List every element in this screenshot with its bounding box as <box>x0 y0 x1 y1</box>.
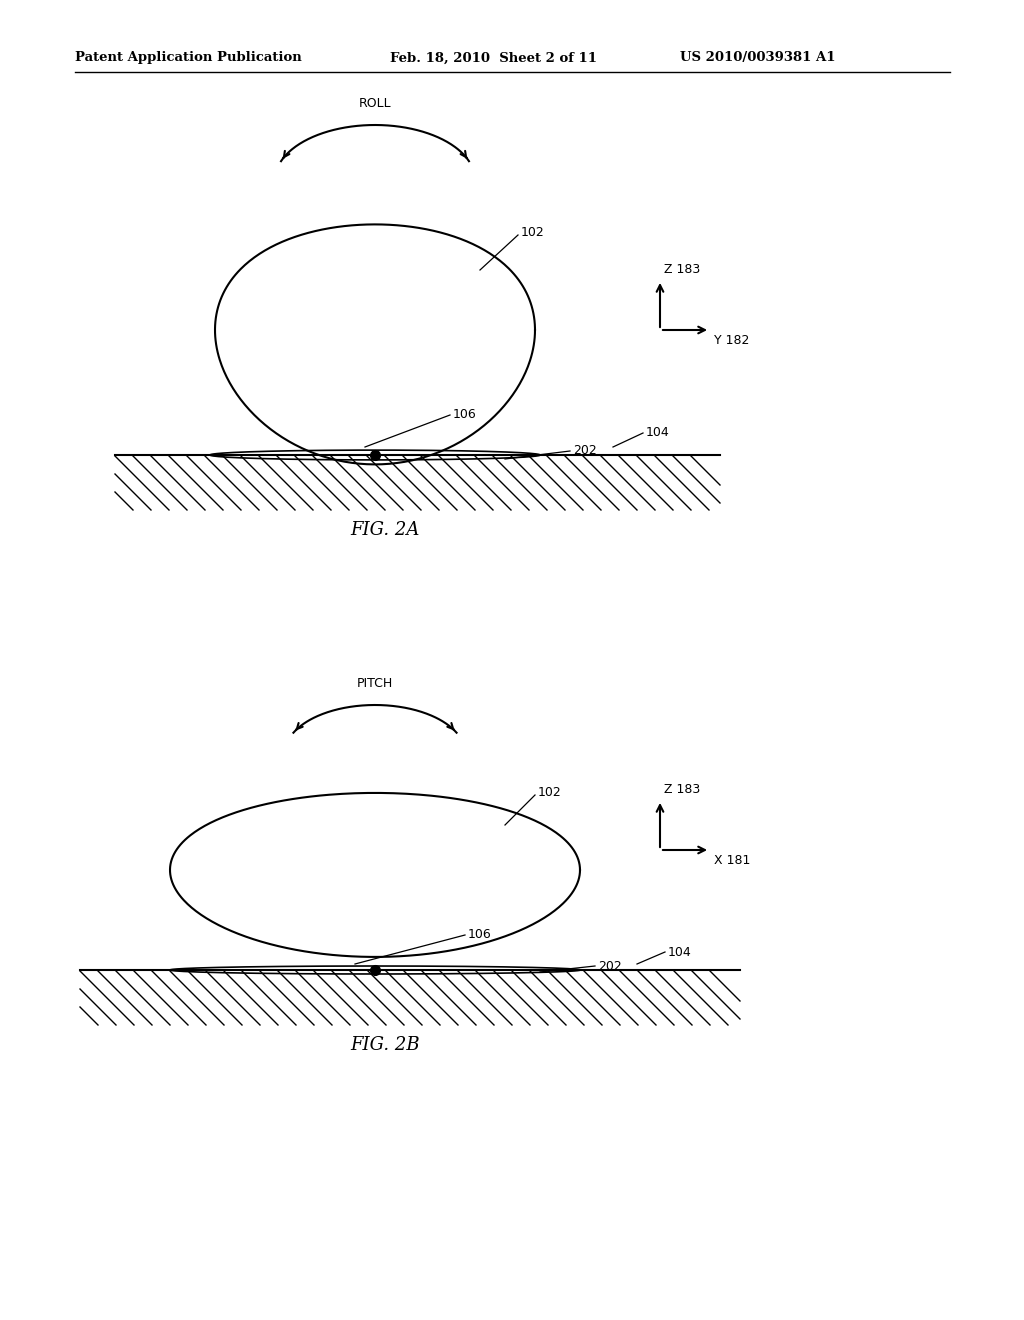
Text: 106: 106 <box>453 408 477 421</box>
Text: 106: 106 <box>468 928 492 941</box>
Text: FIG. 2B: FIG. 2B <box>350 1036 420 1053</box>
Text: US 2010/0039381 A1: US 2010/0039381 A1 <box>680 51 836 65</box>
Text: Z 183: Z 183 <box>664 783 700 796</box>
Text: PITCH: PITCH <box>357 677 393 690</box>
Text: X 181: X 181 <box>714 854 751 867</box>
Text: 202: 202 <box>598 960 622 973</box>
Text: Y 182: Y 182 <box>714 334 750 347</box>
Text: 104: 104 <box>668 945 692 958</box>
Text: 102: 102 <box>521 227 545 239</box>
Text: 102: 102 <box>538 787 562 800</box>
Text: FIG. 2A: FIG. 2A <box>350 521 420 539</box>
Text: Feb. 18, 2010  Sheet 2 of 11: Feb. 18, 2010 Sheet 2 of 11 <box>390 51 597 65</box>
Text: ROLL: ROLL <box>358 96 391 110</box>
Text: 202: 202 <box>573 445 597 458</box>
Text: Z 183: Z 183 <box>664 263 700 276</box>
Text: 104: 104 <box>646 426 670 440</box>
Text: Patent Application Publication: Patent Application Publication <box>75 51 302 65</box>
